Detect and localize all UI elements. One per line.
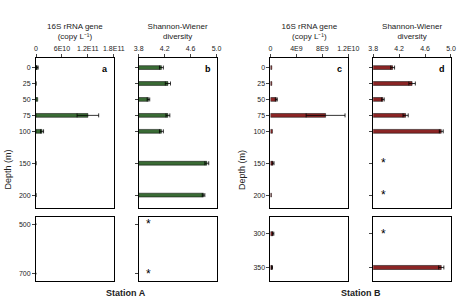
svg-text:50: 50 bbox=[23, 96, 31, 103]
svg-text:*: * bbox=[381, 156, 386, 170]
svg-text:a: a bbox=[102, 64, 108, 74]
svg-text:300: 300 bbox=[253, 230, 265, 237]
svg-text:700: 700 bbox=[19, 270, 31, 277]
svg-text:b: b bbox=[205, 64, 211, 74]
svg-text:4.6: 4.6 bbox=[186, 45, 196, 52]
svg-text:*: * bbox=[146, 217, 151, 231]
svg-text:Depth (m): Depth (m) bbox=[237, 150, 247, 190]
svg-text:*: * bbox=[146, 267, 151, 281]
svg-text:0: 0 bbox=[27, 64, 31, 71]
svg-text:200: 200 bbox=[19, 192, 31, 199]
svg-text:16S rRNA gene(copy L⁻¹): 16S rRNA gene(copy L⁻¹) bbox=[282, 22, 338, 41]
svg-text:3.8: 3.8 bbox=[134, 45, 144, 52]
svg-text:Station A: Station A bbox=[106, 288, 146, 298]
svg-text:25: 25 bbox=[257, 80, 265, 87]
svg-text:200: 200 bbox=[253, 192, 265, 199]
svg-text:1.2E11: 1.2E11 bbox=[77, 45, 99, 52]
svg-text:*: * bbox=[381, 227, 386, 241]
svg-text:150: 150 bbox=[253, 160, 265, 167]
svg-text:100: 100 bbox=[19, 128, 31, 135]
svg-text:1.8E11: 1.8E11 bbox=[103, 45, 125, 52]
svg-text:4.6: 4.6 bbox=[420, 45, 430, 52]
svg-text:0: 0 bbox=[261, 64, 265, 71]
svg-text:3.8: 3.8 bbox=[368, 45, 378, 52]
svg-text:25: 25 bbox=[23, 80, 31, 87]
svg-text:0: 0 bbox=[269, 45, 273, 52]
svg-text:4E9: 4E9 bbox=[290, 45, 303, 52]
svg-text:350: 350 bbox=[253, 264, 265, 271]
svg-text:Shannon-Wienerdiversity: Shannon-Wienerdiversity bbox=[382, 22, 442, 41]
svg-text:1.2E10: 1.2E10 bbox=[337, 45, 359, 52]
svg-text:0: 0 bbox=[34, 45, 38, 52]
svg-text:75: 75 bbox=[23, 112, 31, 119]
svg-text:100: 100 bbox=[253, 128, 265, 135]
svg-text:Depth (m): Depth (m) bbox=[3, 149, 13, 189]
svg-text:16S rRNA gene(copy L⁻¹): 16S rRNA gene(copy L⁻¹) bbox=[47, 22, 103, 41]
svg-text:75: 75 bbox=[257, 112, 265, 119]
svg-text:500: 500 bbox=[19, 221, 31, 228]
svg-text:*: * bbox=[381, 188, 386, 202]
svg-text:Station B: Station B bbox=[341, 288, 381, 298]
svg-text:Shannon-Wienerdiversity: Shannon-Wienerdiversity bbox=[148, 22, 208, 41]
svg-text:5.0: 5.0 bbox=[212, 45, 222, 52]
svg-text:c: c bbox=[337, 64, 342, 74]
svg-text:6E10: 6E10 bbox=[54, 45, 70, 52]
svg-text:4.2: 4.2 bbox=[394, 45, 404, 52]
svg-text:150: 150 bbox=[19, 160, 31, 167]
svg-text:4.2: 4.2 bbox=[160, 45, 170, 52]
svg-text:5.0: 5.0 bbox=[446, 45, 456, 52]
svg-text:d: d bbox=[439, 64, 445, 74]
svg-text:8E9: 8E9 bbox=[316, 45, 329, 52]
svg-text:50: 50 bbox=[257, 96, 265, 103]
